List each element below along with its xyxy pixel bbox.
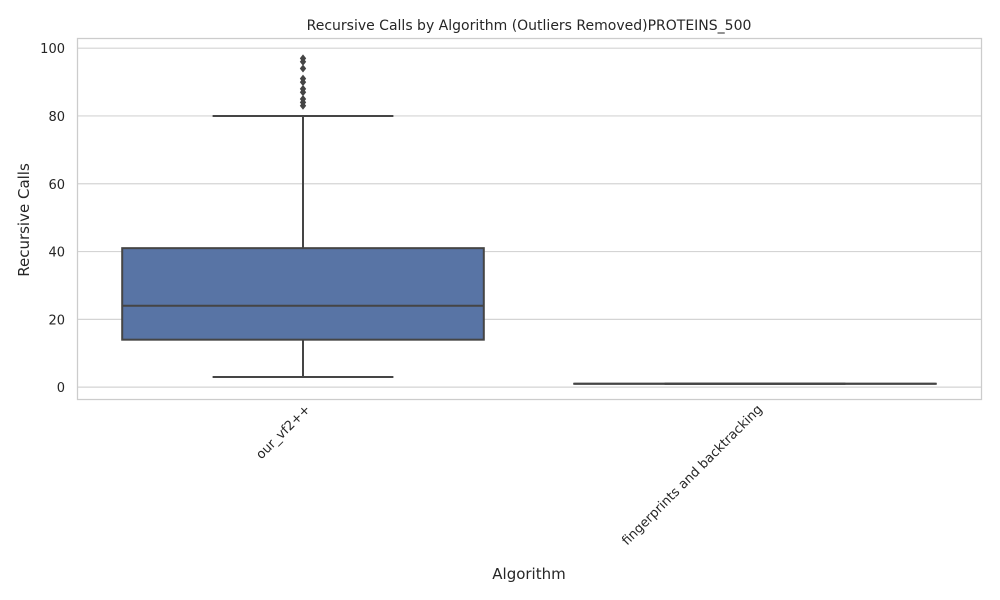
y-axis-label: Recursive Calls	[15, 163, 33, 277]
box-group	[121, 54, 485, 378]
y-tick-label: 80	[48, 110, 65, 125]
y-tick-labels: 0 20 40 60 80 100	[40, 42, 65, 396]
plot-frame	[76, 37, 983, 401]
x-axis-label: Algorithm	[492, 565, 565, 583]
y-tick-label: 0	[57, 381, 65, 396]
box-iqr	[121, 247, 485, 341]
outlier-point	[299, 84, 307, 93]
y-tick-label: 20	[48, 313, 65, 328]
outlier-point	[299, 64, 307, 73]
y-tick-label: 40	[48, 246, 65, 261]
y-tick-label: 60	[48, 178, 65, 193]
outlier-point	[299, 54, 307, 63]
outlier-point	[299, 95, 307, 104]
boxes	[121, 54, 937, 385]
outlier-point	[299, 74, 307, 83]
y-tick-label: 100	[40, 42, 65, 57]
chart-title: Recursive Calls by Algorithm (Outliers R…	[307, 18, 752, 34]
